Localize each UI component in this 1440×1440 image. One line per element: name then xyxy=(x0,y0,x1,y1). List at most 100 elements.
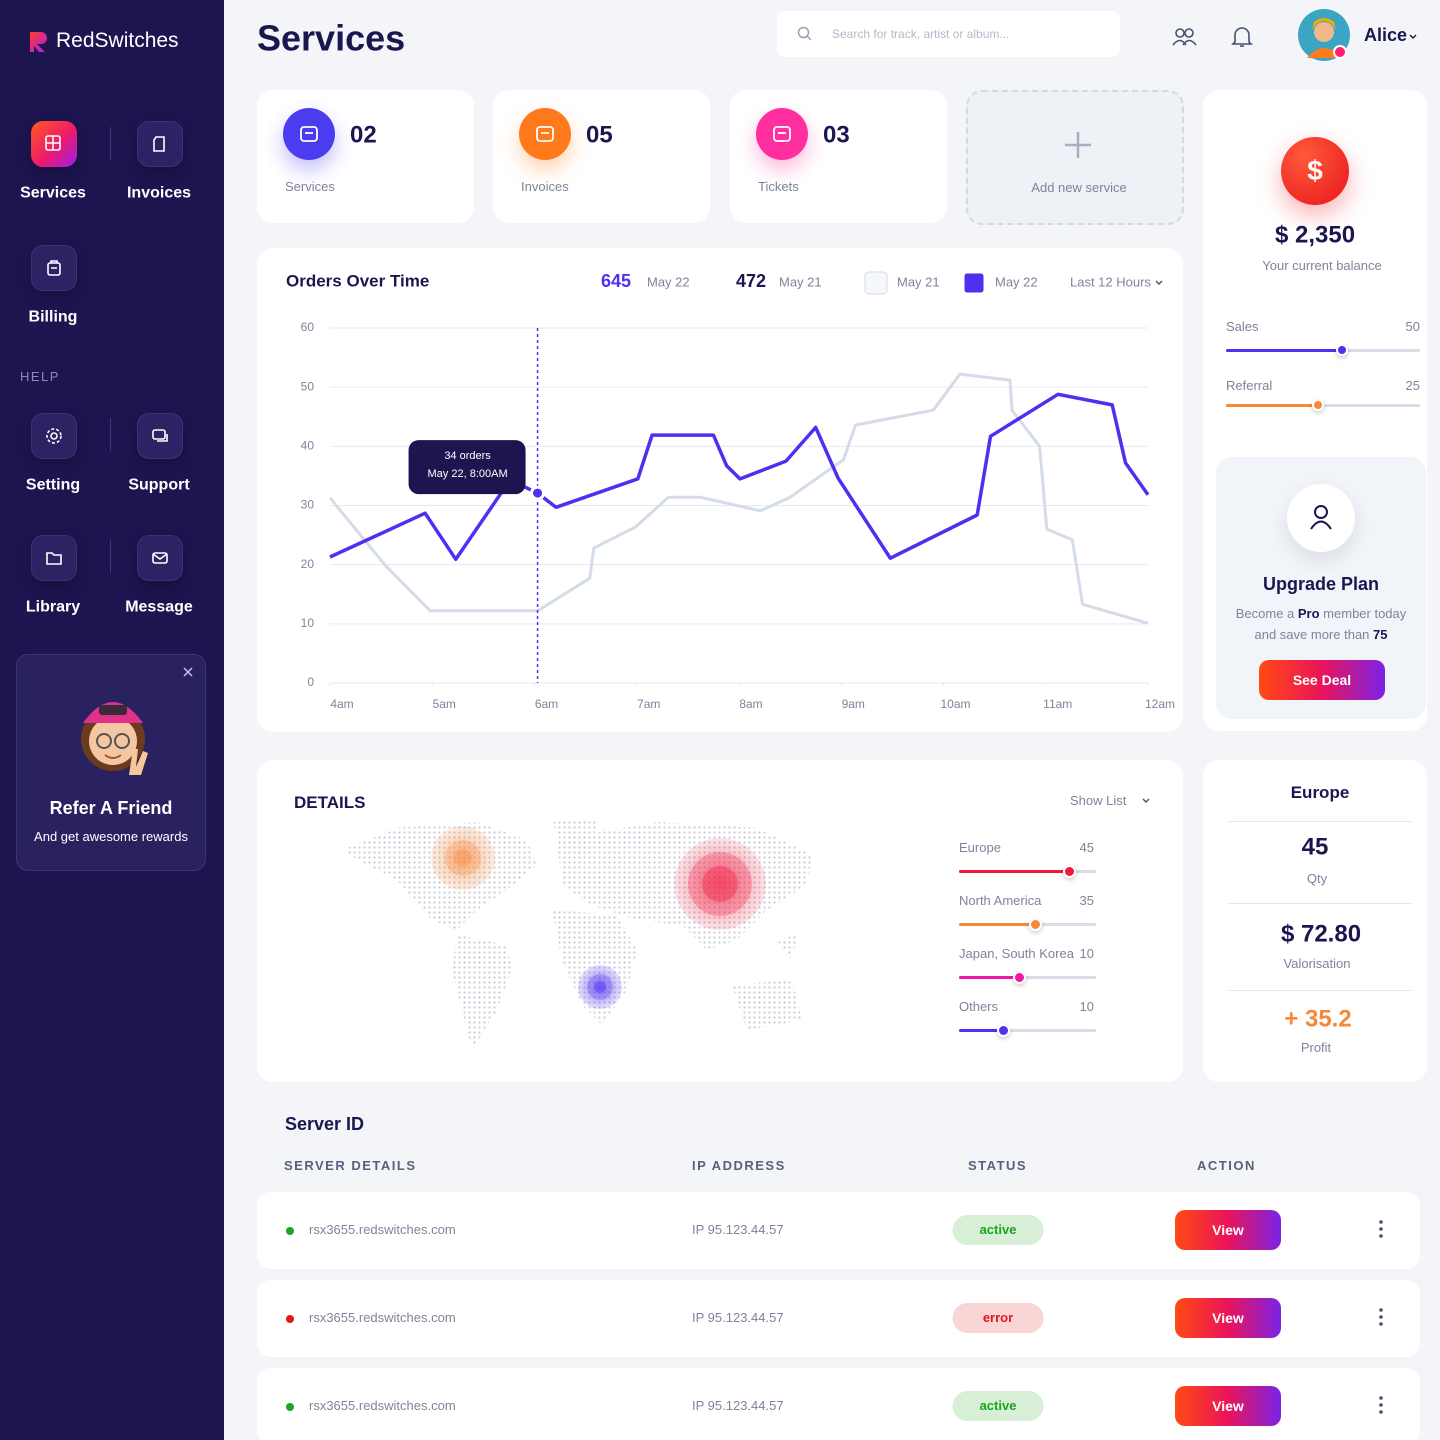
stat-icon xyxy=(283,108,335,160)
nav-icon[interactable] xyxy=(137,121,183,167)
slider-value: 25 xyxy=(1405,378,1420,394)
currency-icon: $ xyxy=(1307,155,1323,187)
tooltip-title: 34 orders xyxy=(444,450,491,462)
avatar-illustration xyxy=(81,702,148,775)
nav-label[interactable]: Invoices xyxy=(126,184,192,202)
stat-card: 02 Services xyxy=(257,90,474,223)
profit-label: Profit xyxy=(1300,1040,1332,1056)
bell-icon[interactable] xyxy=(1231,25,1253,49)
nav-label[interactable]: Services xyxy=(20,184,86,202)
details-card: DETAILS Show List Europe 45 North America 3… xyxy=(257,760,1183,1082)
server-ip: IP 95.123.44.57 xyxy=(692,1222,784,1238)
summary-value: 472 xyxy=(736,271,766,291)
status-dot xyxy=(286,1403,294,1411)
people-icon[interactable] xyxy=(1172,26,1198,48)
range-select[interactable]: Last 12 Hours xyxy=(1070,274,1151,289)
upgrade-card: Upgrade Plan Become a Pro member today a… xyxy=(1216,457,1426,719)
slider-knob[interactable] xyxy=(1336,344,1348,356)
legend-label: May 21 xyxy=(897,274,940,289)
valorisation-label: Valorisation xyxy=(1283,956,1351,972)
x-tick-label: 8am xyxy=(739,697,762,711)
logo-icon xyxy=(30,32,47,52)
tooltip xyxy=(408,440,526,495)
server-row: rsx3655.redswitches.com IP 95.123.44.57 ac… xyxy=(257,1368,1420,1440)
search-box[interactable]: Search for track, artist or album... xyxy=(777,11,1120,57)
more-menu[interactable] xyxy=(1376,1307,1386,1327)
user-avatar[interactable] xyxy=(1297,8,1351,62)
region-track xyxy=(959,976,1096,979)
status-dot xyxy=(286,1227,294,1235)
column-header: ACTION xyxy=(1197,1158,1256,1174)
column-header: STATUS xyxy=(968,1158,1028,1174)
view-button[interactable]: View xyxy=(1175,1298,1281,1338)
legend-swatch[interactable] xyxy=(961,270,987,296)
x-tick-label: 6am xyxy=(535,697,558,711)
text: member today xyxy=(1319,606,1407,622)
y-tick-label: 10 xyxy=(301,616,315,630)
nav-label[interactable]: Message xyxy=(125,598,193,616)
y-tick-label: 0 xyxy=(307,675,314,689)
refer-title: Refer A Friend xyxy=(49,798,173,819)
slider-knob[interactable] xyxy=(1312,399,1324,411)
server-row: rsx3655.redswitches.com IP 95.123.44.57 ac… xyxy=(257,1192,1420,1269)
servers-title: Server ID xyxy=(285,1114,365,1135)
profit: + 35.2 xyxy=(1284,1005,1352,1033)
stat-card: 05 Invoices xyxy=(493,90,710,223)
divider xyxy=(1228,903,1412,904)
add-service-card[interactable]: Add new service xyxy=(966,90,1184,225)
nav-icon[interactable] xyxy=(137,413,183,459)
dollar-icon: $ xyxy=(1281,137,1349,205)
orders-card: Orders Over Time 645 May 22 472 May 21 May 21… xyxy=(257,248,1183,732)
summary-value: 645 xyxy=(601,271,631,291)
more-menu[interactable] xyxy=(1376,1395,1386,1415)
nav-icon[interactable] xyxy=(31,121,77,167)
user-icon xyxy=(1287,484,1355,552)
region-fill xyxy=(959,1029,1003,1032)
legend-swatch[interactable] xyxy=(864,271,888,295)
balance-card: $ $ 2,350 Your current balance Sales 50 Re… xyxy=(1203,90,1427,731)
slider-value: 50 xyxy=(1405,319,1420,335)
region-card: Europe 45 Qty $ 72.80 Valorisation + 35.… xyxy=(1203,760,1427,1082)
user-name[interactable]: Alice xyxy=(1364,25,1408,46)
nav-label[interactable]: Library xyxy=(25,598,81,616)
nav-icon[interactable] xyxy=(31,413,77,459)
nav-icon[interactable] xyxy=(137,535,183,581)
text: and save more than xyxy=(1254,627,1374,643)
stat-card: 03 Tickets xyxy=(730,90,947,223)
brand: RedSwitches xyxy=(56,29,179,52)
x-tick-label: 4am xyxy=(330,697,353,711)
slider-fill xyxy=(1226,403,1318,407)
see-deal-button[interactable]: See Deal xyxy=(1259,660,1385,700)
nav-label[interactable]: Setting xyxy=(25,476,81,494)
view-button[interactable]: View xyxy=(1175,1386,1281,1426)
region-fill xyxy=(959,976,1019,979)
stat-value: 05 xyxy=(586,121,613,149)
region-value: 45 xyxy=(1079,840,1094,856)
add-service-label: Add new service xyxy=(1031,180,1127,196)
hover-point xyxy=(530,485,546,501)
close-icon[interactable] xyxy=(183,667,193,677)
nav-label[interactable]: Billing xyxy=(28,308,78,326)
server-host: rsx3655.redswitches.com xyxy=(309,1222,456,1238)
more-menu[interactable] xyxy=(1376,1219,1386,1239)
divider xyxy=(110,127,111,160)
summary-label: May 21 xyxy=(779,274,822,289)
nav-icon[interactable] xyxy=(31,535,77,581)
x-tick-label: 12am xyxy=(1145,697,1175,711)
balance-label: Your current balance xyxy=(1262,258,1382,274)
stat-value: 02 xyxy=(350,121,377,149)
slider-label: Referral xyxy=(1226,378,1273,394)
region-value: 10 xyxy=(1079,999,1094,1015)
column-header: SERVER DETAILS xyxy=(284,1158,417,1174)
nav-label[interactable]: Support xyxy=(128,476,190,494)
stat-icon xyxy=(519,108,571,160)
y-tick-label: 20 xyxy=(301,557,315,571)
divider xyxy=(1228,821,1412,822)
x-tick-label: 9am xyxy=(842,697,865,711)
view-button[interactable]: View xyxy=(1175,1210,1281,1250)
text: Become a xyxy=(1235,606,1298,622)
x-tick-label: 5am xyxy=(433,697,456,711)
nav-icon[interactable] xyxy=(31,245,77,291)
show-list[interactable]: Show List xyxy=(1070,793,1127,809)
